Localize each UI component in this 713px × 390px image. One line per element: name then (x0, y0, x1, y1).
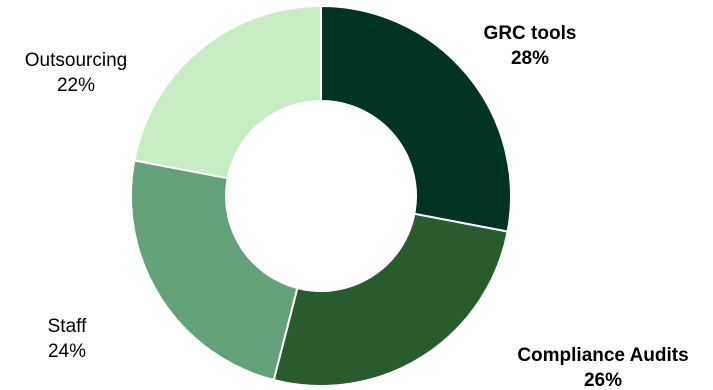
slice-label-staff: Staff 24% (48, 316, 87, 362)
slice-category-label: GRC tools (484, 23, 577, 44)
slice-staff (130, 159, 299, 382)
donut-slices (130, 4, 512, 387)
slice-label-outsourcing: Outsourcing 22% (25, 50, 127, 96)
slice-label-compliance-audits: Compliance Audits 26% (517, 345, 688, 390)
slice-category-label: Outsourcing (25, 50, 127, 71)
slice-outsourcing (133, 4, 322, 180)
slice-category-label: Staff (48, 316, 87, 337)
slice-labels: GRC tools 28% Compliance Audits 26% Staff 24%… (25, 23, 689, 390)
slice-category-label: Compliance Audits (517, 345, 688, 366)
slice-value-label: 26% (584, 370, 622, 390)
slice-value-label: 24% (48, 341, 86, 362)
slice-compliance-audits (272, 212, 509, 387)
slice-value-label: 28% (511, 48, 549, 69)
slice-value-label: 22% (57, 75, 95, 96)
slice-label-grc-tools: GRC tools 28% (484, 23, 577, 69)
slice-grc-tools (320, 4, 512, 233)
